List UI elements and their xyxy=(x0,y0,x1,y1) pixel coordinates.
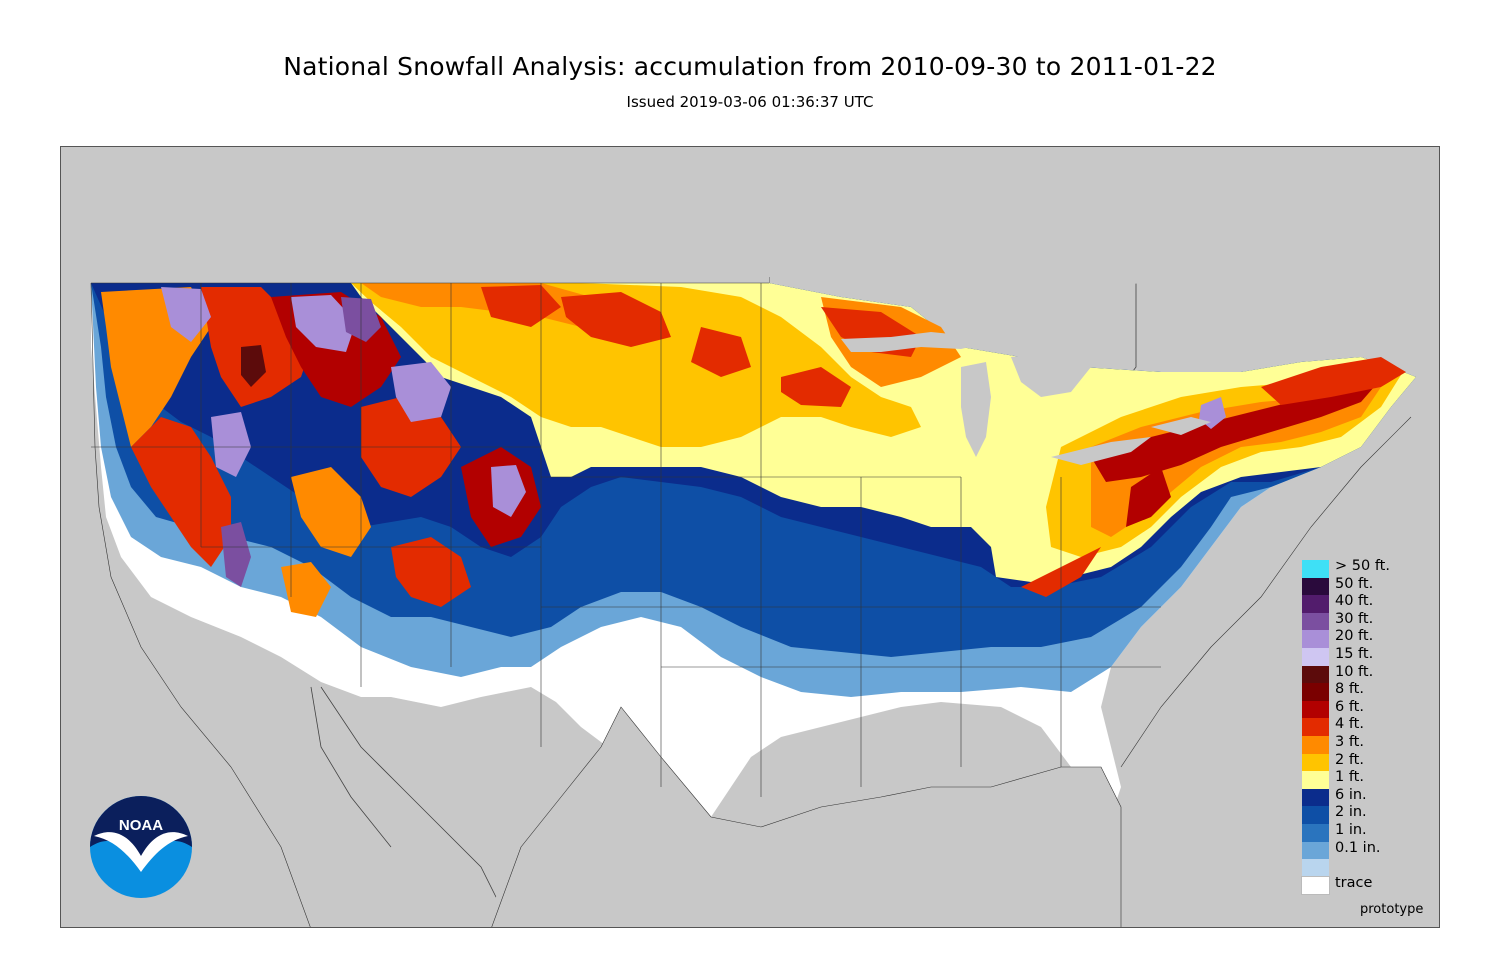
legend-label: 15 ft. xyxy=(1335,645,1374,662)
legend-label: 10 ft. xyxy=(1335,663,1374,680)
legend-label: 0.1 in. xyxy=(1335,839,1381,856)
legend-swatch xyxy=(1301,875,1330,896)
legend-swatch xyxy=(1302,859,1329,877)
noaa-logo: NOAA xyxy=(90,796,192,898)
legend-label: 6 ft. xyxy=(1335,698,1364,715)
legend-swatch xyxy=(1302,753,1329,772)
legend-label: trace xyxy=(1335,874,1373,891)
legend-swatch xyxy=(1302,683,1329,701)
legend-label: 8 ft. xyxy=(1335,681,1364,698)
legend-swatch xyxy=(1302,735,1329,754)
legend-swatch xyxy=(1302,647,1329,666)
legend-swatch xyxy=(1302,700,1329,719)
legend-label: 40 ft. xyxy=(1335,593,1374,610)
map-title: National Snowfall Analysis: accumulation… xyxy=(283,52,1217,81)
prototype-label: prototype xyxy=(1360,902,1424,917)
snowfall-map xyxy=(60,146,1440,928)
legend-swatch xyxy=(1302,612,1329,631)
legend-label: 2 ft. xyxy=(1335,751,1364,768)
legend-label: 1 in. xyxy=(1335,821,1367,838)
legend-label: > 50 ft. xyxy=(1335,558,1390,574)
legend-swatch xyxy=(1302,595,1329,613)
legend-swatch xyxy=(1302,823,1329,842)
legend-swatch xyxy=(1302,560,1329,578)
legend-swatch xyxy=(1302,665,1329,684)
legend-swatch xyxy=(1302,630,1329,648)
legend-label: 6 in. xyxy=(1335,786,1367,803)
legend-label: 1 ft. xyxy=(1335,769,1364,786)
state-outlines xyxy=(90,282,1412,927)
noaa-logo-text: NOAA xyxy=(119,817,163,834)
legend-swatch xyxy=(1302,718,1329,736)
legend-swatch xyxy=(1302,577,1329,596)
legend-label: 20 ft. xyxy=(1335,628,1374,645)
legend-label: 30 ft. xyxy=(1335,610,1374,627)
legend-swatch xyxy=(1302,788,1329,807)
map-canvas xyxy=(61,147,1439,927)
issued-timestamp: Issued 2019-03-06 01:36:37 UTC xyxy=(626,93,874,111)
legend-swatch xyxy=(1302,841,1329,860)
legend-label: 2 in. xyxy=(1335,804,1367,821)
legend-label: 50 ft. xyxy=(1335,575,1374,592)
legend-label: 4 ft. xyxy=(1335,716,1364,733)
legend-label: 3 ft. xyxy=(1335,733,1364,750)
legend-swatch xyxy=(1302,806,1329,824)
snowfall-field xyxy=(61,147,1439,927)
legend-swatch xyxy=(1302,771,1329,789)
noaa-emblem-icon: NOAA xyxy=(90,796,192,898)
